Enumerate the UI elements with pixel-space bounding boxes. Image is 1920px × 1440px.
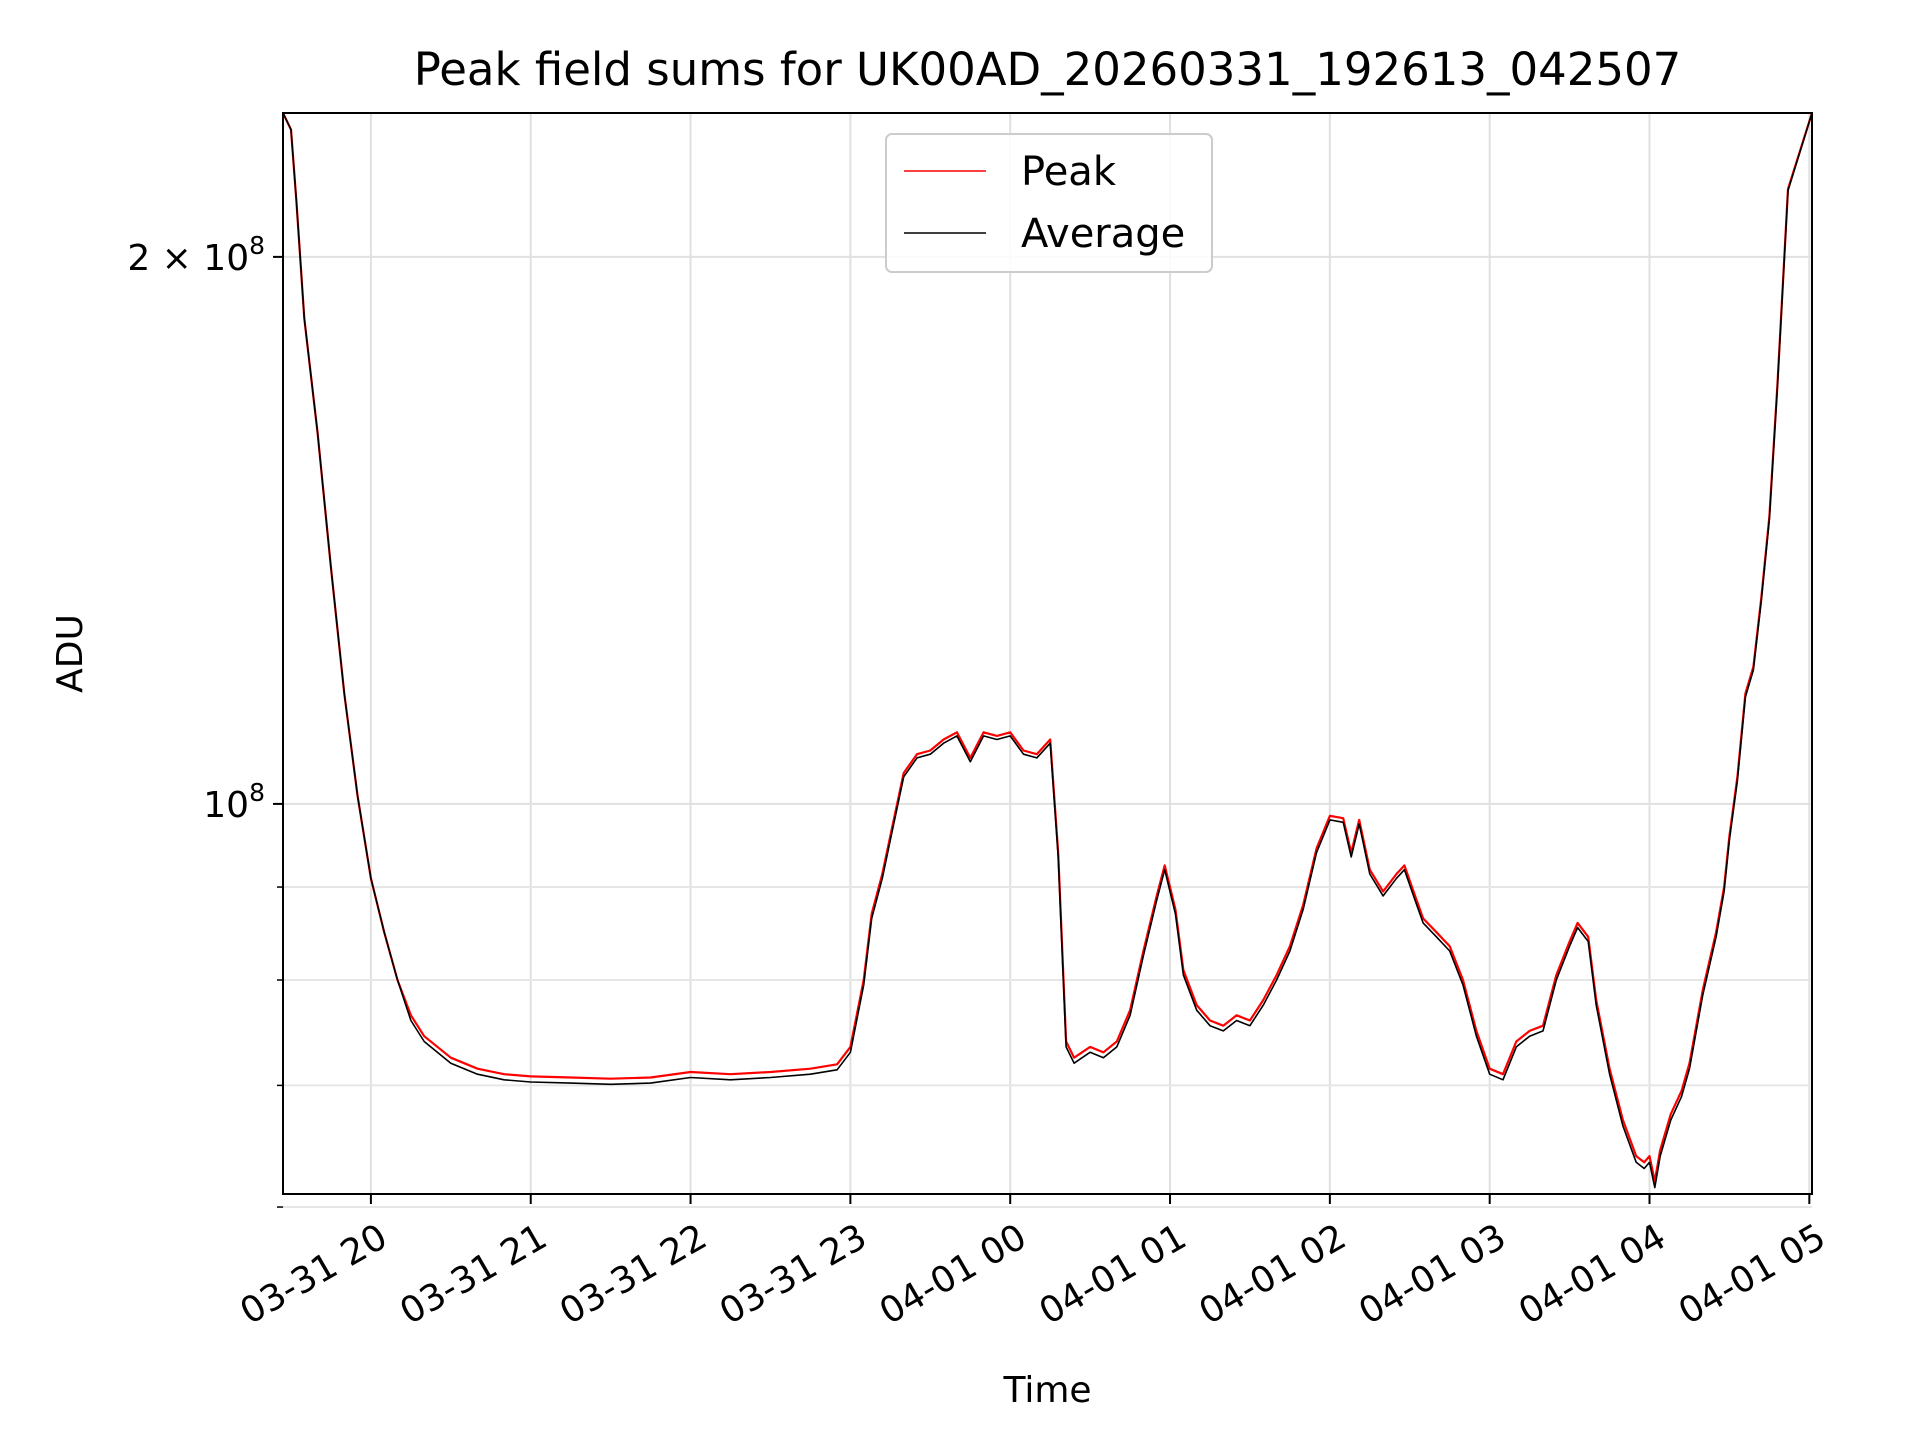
legend-label-average: Average <box>1021 211 1185 257</box>
chart-title: Peak field sums for UK00AD_20260331_1926… <box>414 43 1682 96</box>
y-axis-title: ADU <box>50 614 91 693</box>
series-line-peak <box>282 112 1814 1183</box>
plot-area-frame <box>282 112 1813 1195</box>
legend-label-peak: Peak <box>1021 149 1117 195</box>
y-tick-label: 108 <box>203 778 265 826</box>
y-axis-ticks: 108 2 × 108 <box>127 231 283 1208</box>
legend-frame <box>885 133 1213 273</box>
series-line-average <box>282 112 1813 1189</box>
legend: Peak Average <box>885 133 1213 273</box>
grid <box>283 113 1812 1209</box>
x-axis-title: Time <box>1002 1370 1091 1411</box>
series-group <box>282 112 1814 1189</box>
y-tick-label: 2 × 108 <box>127 231 265 279</box>
